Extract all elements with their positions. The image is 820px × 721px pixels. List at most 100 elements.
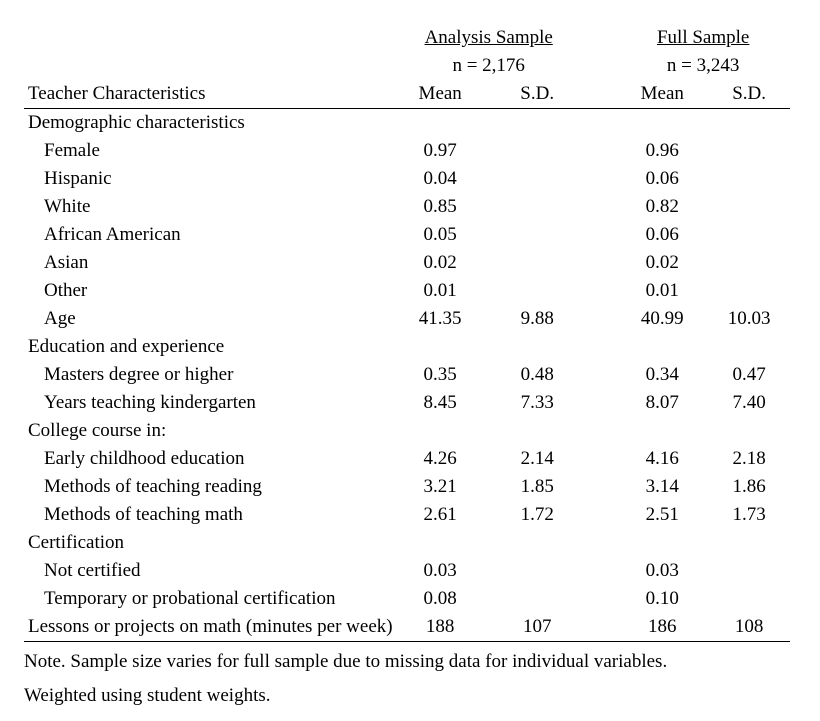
table-row: Age41.359.88 40.9910.03 [24, 305, 790, 333]
cell: 3.21 [392, 473, 489, 501]
cell: 0.47 [708, 361, 790, 389]
table-row: Asian0.020.02 [24, 249, 790, 277]
section-label: Certification [24, 529, 790, 557]
cell: 0.35 [392, 361, 489, 389]
table-row: Temporary or probational certification0.… [24, 585, 790, 613]
cell: 7.40 [708, 389, 790, 417]
section-label: Demographic characteristics [24, 109, 790, 138]
cell: 1.85 [489, 473, 586, 501]
cell: 0.03 [392, 557, 489, 585]
col0-header: Teacher Characteristics [24, 80, 392, 109]
col-mean-f: Mean [616, 80, 708, 109]
cell [489, 137, 586, 165]
cell: 1.86 [708, 473, 790, 501]
cell [489, 277, 586, 305]
cell: 3.14 [616, 473, 708, 501]
cell [708, 249, 790, 277]
cell: 2.18 [708, 445, 790, 473]
cell: 0.01 [392, 277, 489, 305]
table-row: Hispanic0.040.06 [24, 165, 790, 193]
cell: 2.51 [616, 501, 708, 529]
section-cert: Certification [24, 529, 790, 557]
cell: 0.82 [616, 193, 708, 221]
cell: 0.02 [392, 249, 489, 277]
cell [489, 193, 586, 221]
cell: 0.06 [616, 221, 708, 249]
cell [708, 193, 790, 221]
cell [708, 585, 790, 613]
cell: 4.16 [616, 445, 708, 473]
table-row: Methods of teaching reading3.211.853.141… [24, 473, 790, 501]
cell [489, 221, 586, 249]
section-demographics: Demographic characteristics [24, 109, 790, 138]
cell [708, 277, 790, 305]
row-label: Masters degree or higher [24, 361, 392, 389]
cell: 2.14 [489, 445, 586, 473]
table-row: Female0.97 0.96 [24, 137, 790, 165]
col-sd-f: S.D. [708, 80, 790, 109]
table-note-1: Note. Sample size varies for full sample… [24, 648, 790, 676]
row-label: White [24, 193, 392, 221]
cell: 0.08 [392, 585, 489, 613]
cell: 188 [392, 613, 489, 642]
header-group-row: Analysis Sample Full Sample [24, 24, 790, 52]
cell: 0.04 [392, 165, 489, 193]
cell: 0.85 [392, 193, 489, 221]
header-col-row: Teacher Characteristics Mean S.D. Mean S… [24, 80, 790, 109]
cell: 10.03 [708, 305, 790, 333]
cell: 0.97 [392, 137, 489, 165]
table-row: Other0.010.01 [24, 277, 790, 305]
section-edu-exp: Education and experience [24, 333, 790, 361]
section-label: College course in: [24, 417, 790, 445]
cell: 186 [616, 613, 708, 642]
row-label: Other [24, 277, 392, 305]
cell: 8.45 [392, 389, 489, 417]
cell: 1.73 [708, 501, 790, 529]
cell: 0.01 [616, 277, 708, 305]
full-sample-n: n = 3,243 [616, 52, 790, 80]
analysis-sample-n: n = 2,176 [392, 52, 586, 80]
section-label: Education and experience [24, 333, 790, 361]
cell: 40.99 [616, 305, 708, 333]
cell: 0.34 [616, 361, 708, 389]
cell: 0.48 [489, 361, 586, 389]
cell [489, 249, 586, 277]
cell: 9.88 [489, 305, 586, 333]
row-label: Hispanic [24, 165, 392, 193]
header-n-row: n = 2,176 n = 3,243 [24, 52, 790, 80]
cell: 41.35 [392, 305, 489, 333]
row-label: Methods of teaching math [24, 501, 392, 529]
cell: 0.05 [392, 221, 489, 249]
cell: 107 [489, 613, 586, 642]
cell [708, 557, 790, 585]
teacher-characteristics-table: Analysis Sample Full Sample n = 2,176 n … [24, 24, 790, 642]
row-lessons: Lessons or projects on math (minutes per… [24, 613, 790, 642]
table-row: Masters degree or higher0.350.48 0.340.47 [24, 361, 790, 389]
cell: 0.96 [616, 137, 708, 165]
cell [489, 165, 586, 193]
cell [708, 221, 790, 249]
cell: 2.61 [392, 501, 489, 529]
row-label: African American [24, 221, 392, 249]
row-label: Lessons or projects on math (minutes per… [24, 613, 392, 642]
table-row: White0.85 0.82 [24, 193, 790, 221]
cell: 0.02 [616, 249, 708, 277]
table-note-2: Weighted using student weights. [24, 682, 790, 710]
table-row: Years teaching kindergarten8.457.338.077… [24, 389, 790, 417]
row-label: Female [24, 137, 392, 165]
cell [489, 557, 586, 585]
row-label: Asian [24, 249, 392, 277]
table-row: Not certified0.030.03 [24, 557, 790, 585]
cell [708, 165, 790, 193]
analysis-sample-label: Analysis Sample [425, 27, 553, 48]
row-label: Not certified [24, 557, 392, 585]
cell [489, 585, 586, 613]
cell [708, 137, 790, 165]
cell: 0.10 [616, 585, 708, 613]
cell: 108 [708, 613, 790, 642]
row-label: Age [24, 305, 392, 333]
row-label: Temporary or probational certification [24, 585, 392, 613]
full-sample-label: Full Sample [657, 27, 749, 48]
section-college: College course in: [24, 417, 790, 445]
col-mean-a: Mean [392, 80, 489, 109]
